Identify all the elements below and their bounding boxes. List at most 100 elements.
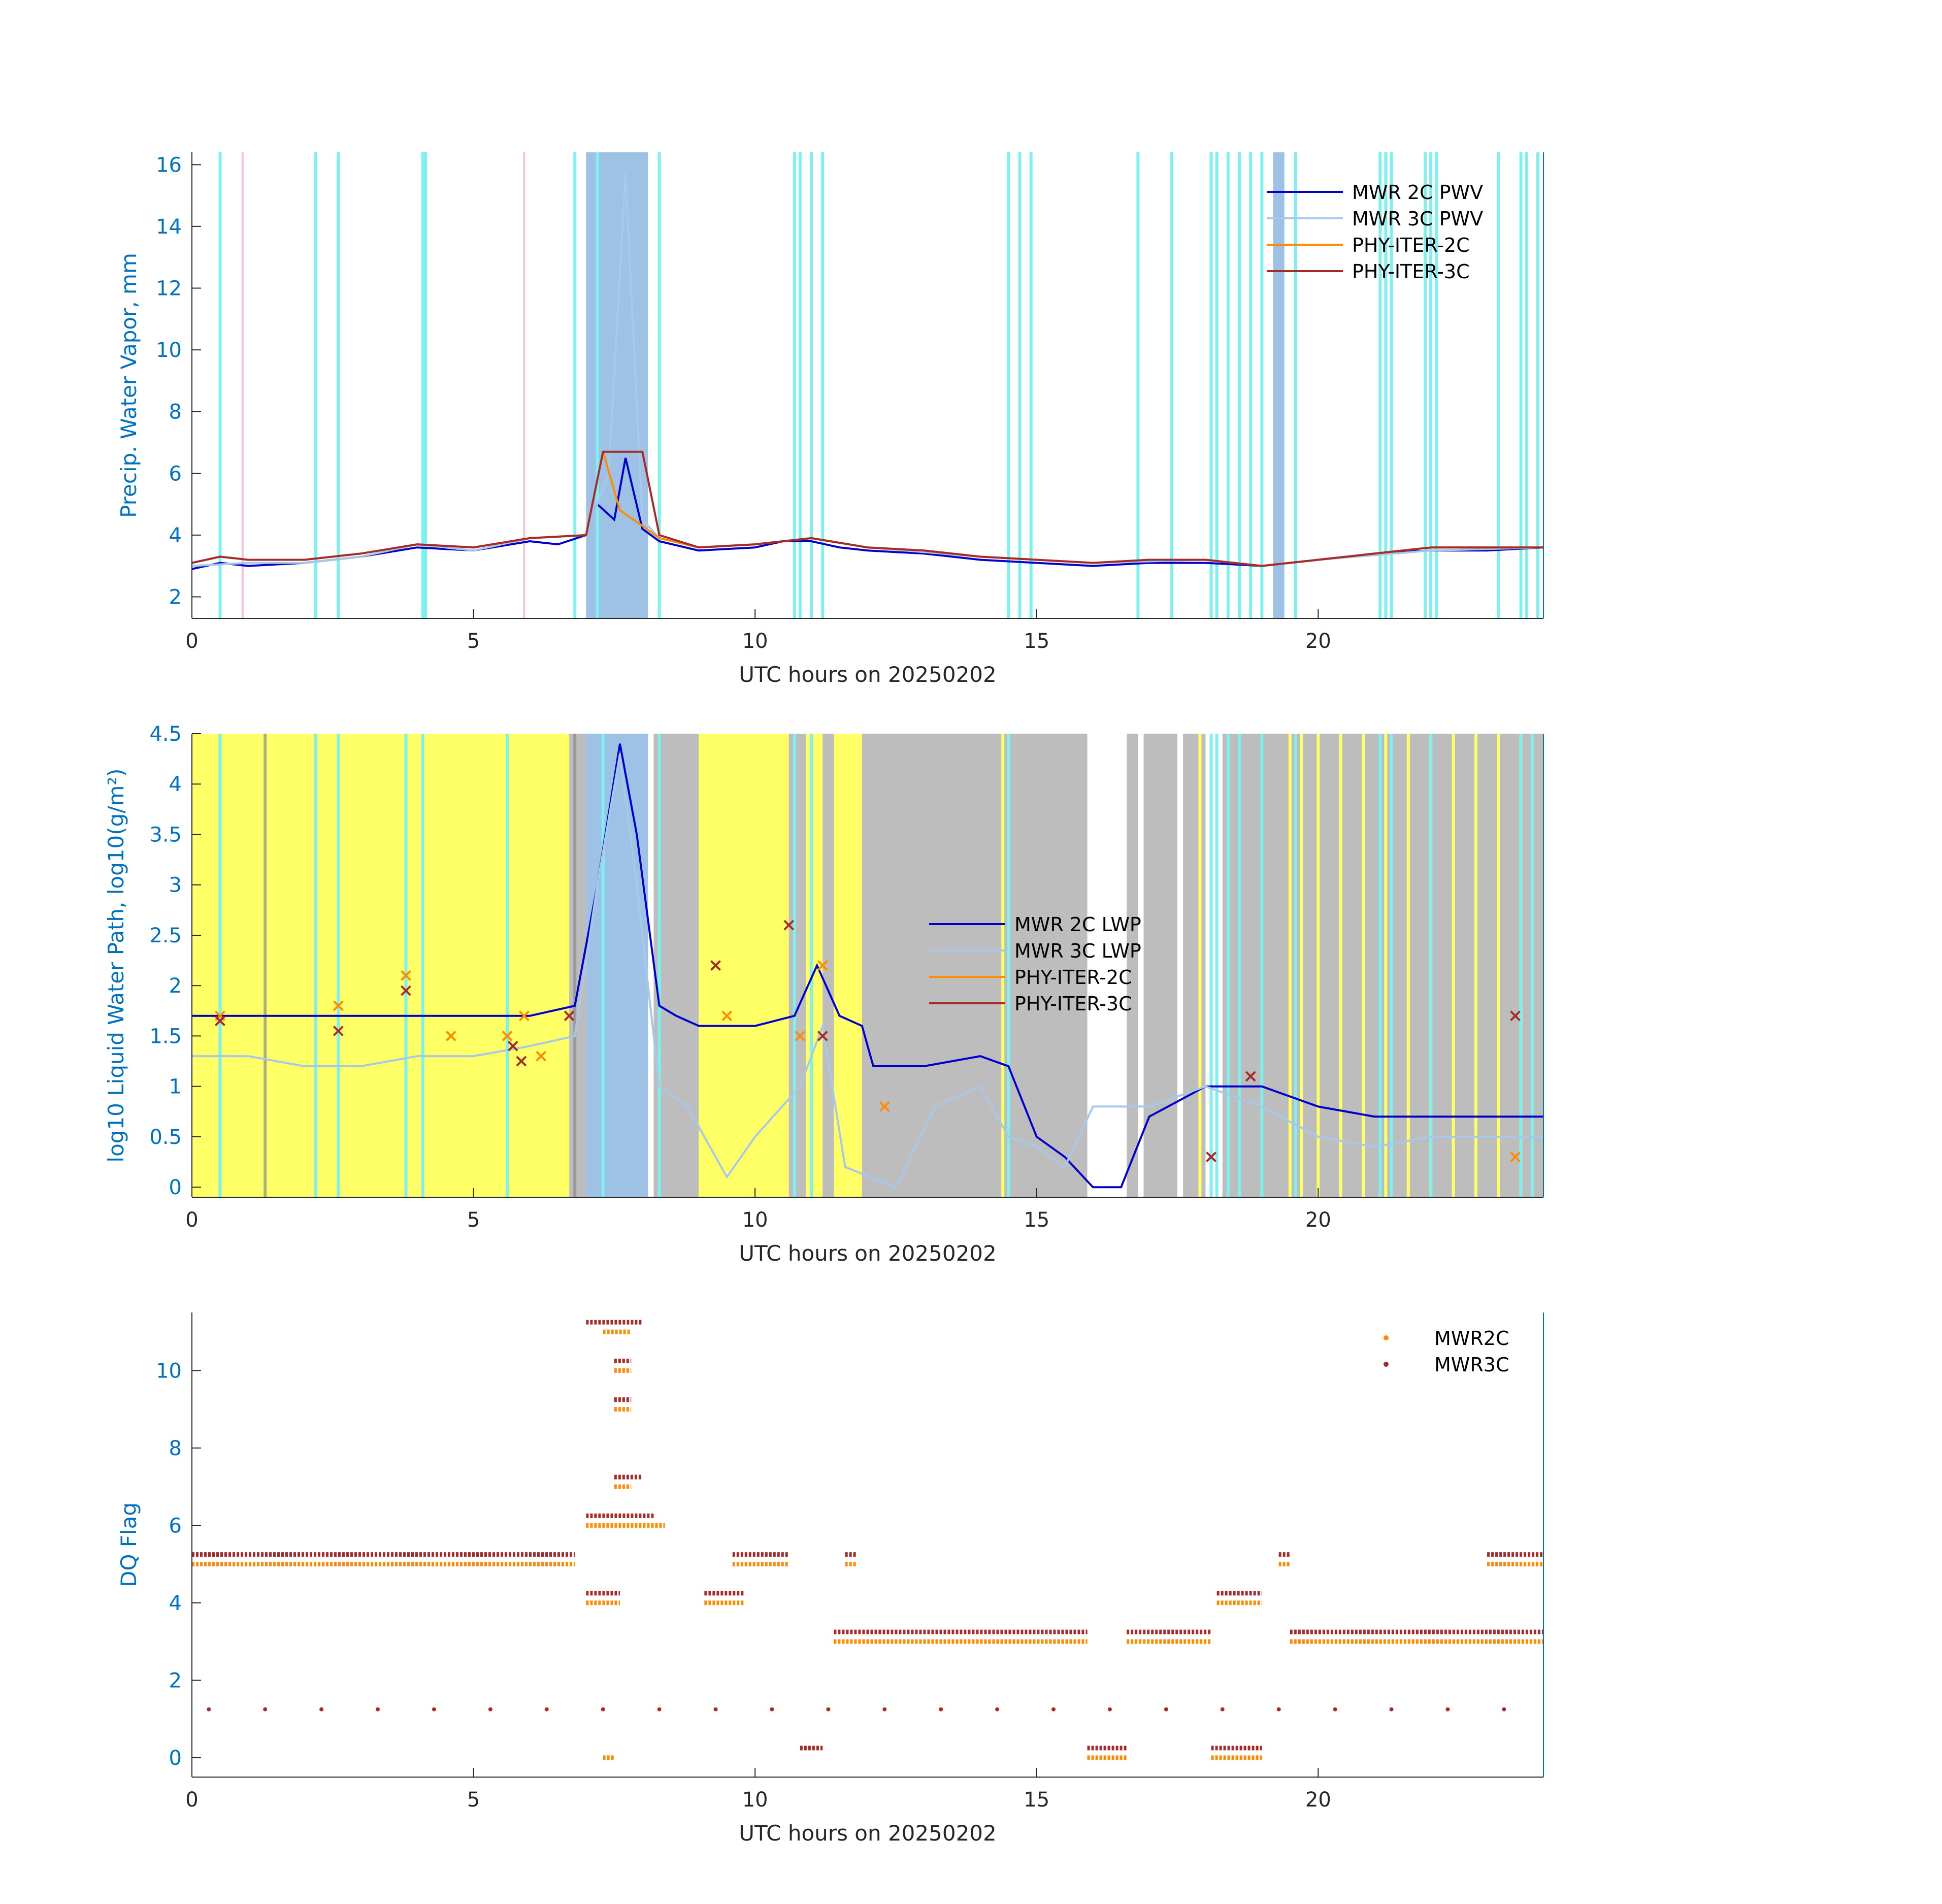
shade-line-cyan bbox=[1294, 734, 1297, 1197]
shade-line-yellow bbox=[1288, 734, 1292, 1197]
marker-phy-iter-2c bbox=[536, 1051, 547, 1062]
legend-label: MWR 2C PWV bbox=[1352, 181, 1483, 204]
y-tick-label: 3 bbox=[169, 874, 182, 897]
shade-line-cyan bbox=[1536, 152, 1539, 618]
shade-line-yellow bbox=[472, 734, 475, 1197]
shade-yellow bbox=[699, 734, 789, 1197]
shade-line-cyan bbox=[1384, 152, 1388, 618]
legend-label: PHY-ITER-3C bbox=[1014, 993, 1132, 1015]
y-tick-label: 1.5 bbox=[149, 1025, 182, 1048]
dq-point-mwr3c bbox=[1333, 1707, 1337, 1712]
marker-phy-iter-3c bbox=[1206, 1152, 1217, 1163]
shade-line-cyan bbox=[798, 152, 802, 618]
y-tick-label: 0.5 bbox=[149, 1126, 182, 1149]
shade-line-cyan bbox=[1519, 152, 1523, 618]
shade-line-cyan bbox=[596, 152, 599, 618]
y-tick-label: 10 bbox=[156, 339, 182, 362]
shade-line-yellow bbox=[1384, 734, 1388, 1197]
shade-line-cyan bbox=[421, 734, 424, 1197]
y-tick-label: 3.5 bbox=[149, 823, 182, 846]
shade-line-pink bbox=[523, 152, 525, 618]
y-tick-label: 2 bbox=[169, 585, 182, 609]
legend-swatch bbox=[1384, 1362, 1389, 1367]
shade-line-yellow bbox=[1001, 734, 1005, 1197]
dq-point-mwr3c bbox=[319, 1707, 324, 1712]
x-tick-label: 5 bbox=[467, 1208, 480, 1232]
marker-phy-iter-3c bbox=[1510, 1010, 1521, 1022]
x-tick-label: 0 bbox=[185, 1208, 198, 1232]
shade-gray bbox=[788, 734, 806, 1197]
shade-line-cyan bbox=[573, 152, 577, 618]
shade-line-cyan bbox=[1525, 152, 1528, 618]
shade-line-cyan bbox=[1294, 152, 1297, 618]
panel-2: 0 5 10 15 20 0 0.5 1 1.5 2 2.5 3 3.5 4 4.5 UTC hours on… bbox=[104, 723, 1544, 1266]
dq-point-mwr3c bbox=[939, 1707, 943, 1712]
y-tick-label: 10 bbox=[156, 1359, 182, 1383]
x-axis-label: UTC hours on 20250202 bbox=[739, 662, 997, 687]
shade-line-cyan bbox=[218, 152, 222, 618]
dq-point-mwr3c bbox=[432, 1707, 436, 1712]
shade-line-cyan bbox=[1390, 152, 1393, 618]
legend-label: MWR 2C LWP bbox=[1014, 913, 1141, 936]
shade-line-cyan bbox=[1530, 734, 1534, 1197]
shade-line-cyan bbox=[337, 734, 340, 1197]
shade-blue bbox=[586, 152, 648, 618]
shade-line-yellow bbox=[1316, 734, 1320, 1197]
shade-line-cyan bbox=[1249, 152, 1253, 618]
shade-line-cyan bbox=[1519, 734, 1523, 1197]
shade-gray bbox=[653, 734, 699, 1197]
marker-phy-iter-2c bbox=[1510, 1152, 1521, 1163]
x-tick-label: 15 bbox=[1024, 1208, 1049, 1232]
marker-phy-iter-3c bbox=[564, 1010, 575, 1022]
shade-line-yellow bbox=[1362, 734, 1365, 1197]
shade-line-pink bbox=[241, 152, 244, 618]
y-tick-label: 0 bbox=[169, 1747, 182, 1770]
marker-phy-iter-3c bbox=[710, 960, 721, 971]
shade-gray bbox=[1222, 734, 1543, 1197]
shade-blue bbox=[1273, 152, 1285, 618]
panel-1: 0 5 10 15 20 2 4 6 8 10 12 14 16 UTC hours on 2025020… bbox=[116, 152, 1544, 687]
y-tick-label: 4 bbox=[169, 524, 182, 547]
shade-line-cyan bbox=[1215, 734, 1219, 1197]
shade-line-yellow bbox=[1198, 734, 1202, 1197]
shade-gray bbox=[1127, 734, 1138, 1197]
marker-phy-iter-3c bbox=[333, 1026, 344, 1036]
dq-point-mwr3c bbox=[488, 1707, 492, 1712]
shade-line-cyan bbox=[218, 734, 222, 1197]
marker-phy-iter-2c bbox=[721, 1010, 733, 1022]
legend-swatch bbox=[1384, 1335, 1389, 1340]
marker-phy-iter-3c bbox=[507, 1040, 518, 1052]
shade-line-cyan bbox=[1378, 734, 1382, 1197]
dq-point-mwr3c bbox=[770, 1707, 774, 1712]
dq-point-mwr3c bbox=[1164, 1707, 1168, 1712]
shade-line-cyan bbox=[421, 152, 424, 618]
dq-point-mwr3c bbox=[376, 1707, 380, 1712]
dq-point-mwr3c bbox=[1445, 1707, 1450, 1712]
y-tick-label: 8 bbox=[169, 1437, 182, 1460]
shade-line-yellow bbox=[1300, 734, 1303, 1197]
marker-phy-iter-3c bbox=[215, 1015, 225, 1027]
dq-point-mwr3c bbox=[882, 1707, 887, 1712]
y-tick-label: 0 bbox=[169, 1176, 182, 1199]
shade-line-cyan bbox=[810, 734, 813, 1197]
shade-line-cyan bbox=[793, 734, 796, 1197]
x-tick-label: 15 bbox=[1024, 630, 1049, 653]
dq-point-mwr3c bbox=[1220, 1707, 1225, 1712]
legend-label: MWR 3C LWP bbox=[1014, 940, 1141, 962]
series-line-mwr-3c-lwp bbox=[192, 753, 1543, 1189]
series-line-mwr-2c-pwv bbox=[191, 457, 1544, 570]
marker-phy-iter-2c bbox=[817, 960, 828, 971]
y-tick-label: 2 bbox=[169, 1669, 182, 1692]
background-shading bbox=[192, 734, 1543, 1197]
series-group bbox=[191, 174, 1544, 570]
y-axis-label: log10 Liquid Water Path, log10(g/m²) bbox=[104, 768, 128, 1162]
x-axis-label: UTC hours on 20250202 bbox=[739, 1241, 997, 1266]
shade-line-cyan bbox=[601, 734, 605, 1197]
shade-line-cyan bbox=[1018, 152, 1022, 618]
marker-phy-iter-3c bbox=[817, 1031, 828, 1041]
dq-point-mwr3c bbox=[601, 1707, 605, 1712]
series-line-mwr-3c-pwv bbox=[191, 174, 1544, 567]
marker-phy-iter-3c bbox=[401, 985, 411, 996]
y-tick-label: 2 bbox=[169, 974, 182, 998]
